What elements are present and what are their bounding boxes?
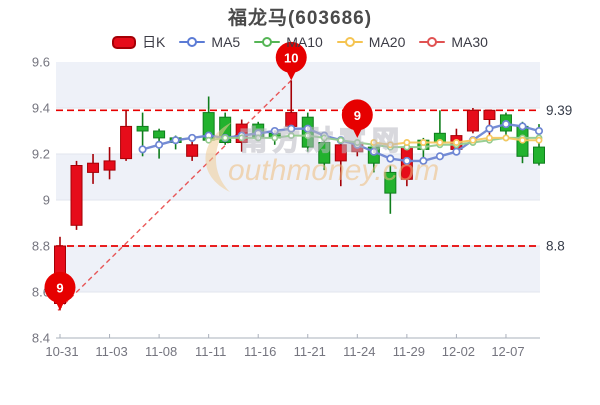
line-marker-icon xyxy=(336,37,363,47)
svg-text:12-02: 12-02 xyxy=(442,344,475,359)
svg-text:10: 10 xyxy=(284,50,298,65)
reference-line-9.39: 9.39 xyxy=(56,103,572,118)
candle-body xyxy=(483,109,496,121)
legend-item-ma30[interactable]: MA30 xyxy=(419,34,488,50)
svg-text:9: 9 xyxy=(354,108,361,123)
watermark: 南方财富网 outhmoney.com xyxy=(205,122,439,192)
trend-line xyxy=(57,79,292,311)
legend-item-ma10[interactable]: MA10 xyxy=(254,34,323,50)
svg-text:11-03: 11-03 xyxy=(95,344,127,359)
reference-line-label: 9.39 xyxy=(546,103,572,118)
svg-text:11-29: 11-29 xyxy=(393,344,425,359)
candle-body xyxy=(70,165,83,226)
candle-body xyxy=(87,162,100,173)
line-marker-icon xyxy=(419,37,446,47)
x-axis: 10-31 11-03 11-08 11-11 11-16 11-21 11-24 11-29… xyxy=(45,334,540,359)
candle-body xyxy=(318,142,331,164)
svg-text:南方财富网: 南方财富网 xyxy=(240,125,405,156)
ma-line-ma20 xyxy=(370,134,543,149)
legend-item-ma5[interactable]: MA5 xyxy=(179,34,240,50)
line-marker-icon xyxy=(254,37,281,47)
svg-text:9.4: 9.4 xyxy=(32,101,50,116)
signal-marker-9: 9 xyxy=(44,271,76,311)
signal-marker-10: 10 xyxy=(275,41,307,81)
svg-text:outhmoney.com: outhmoney.com xyxy=(228,154,439,187)
svg-text:9: 9 xyxy=(43,193,50,208)
svg-text:11-24: 11-24 xyxy=(343,344,375,359)
svg-text:9.2: 9.2 xyxy=(32,147,50,162)
legend-label: 日K xyxy=(142,34,166,50)
svg-text:9.6: 9.6 xyxy=(32,55,50,70)
candle-body xyxy=(334,144,347,162)
candle-body xyxy=(120,125,133,160)
svg-text:8.8: 8.8 xyxy=(32,239,50,254)
legend-label: MA30 xyxy=(451,34,488,50)
reference-line-8.8: 8.8 xyxy=(56,239,565,254)
svg-text:10-31: 10-31 xyxy=(45,344,78,359)
candle-body xyxy=(153,130,166,139)
line-marker-icon xyxy=(179,37,206,47)
candle-body xyxy=(285,112,298,127)
candle-body xyxy=(136,125,149,132)
signal-marker-9: 9 xyxy=(341,99,373,138)
svg-text:8.4: 8.4 xyxy=(32,331,50,346)
svg-text:11-08: 11-08 xyxy=(145,344,177,359)
candle-body xyxy=(533,146,545,164)
candle-swatch-icon xyxy=(112,35,137,49)
legend-label: MA20 xyxy=(368,34,406,50)
svg-text:11-11: 11-11 xyxy=(195,344,226,359)
legend-label: MA5 xyxy=(211,34,241,50)
legend-item-日k[interactable]: 日K xyxy=(112,32,165,52)
svg-text:11-21: 11-21 xyxy=(294,344,326,359)
svg-text:12-07: 12-07 xyxy=(491,344,524,359)
legend-item-ma20[interactable]: MA20 xyxy=(336,34,406,50)
chart-title: 福龙马(603686) xyxy=(227,8,373,29)
candle-body xyxy=(186,144,199,157)
candle-body xyxy=(384,171,397,194)
candle-body xyxy=(103,160,116,171)
svg-text:11-16: 11-16 xyxy=(244,344,276,359)
svg-text:9: 9 xyxy=(56,280,63,295)
legend-label: MA10 xyxy=(286,34,323,50)
reference-line-label: 8.8 xyxy=(546,239,565,254)
candle-body xyxy=(466,109,479,132)
legend: 日K MA5 MA10 MA20 MA30 xyxy=(0,31,600,53)
y-axis-labels: 9.69.49.298.88.68.4 xyxy=(32,55,50,346)
